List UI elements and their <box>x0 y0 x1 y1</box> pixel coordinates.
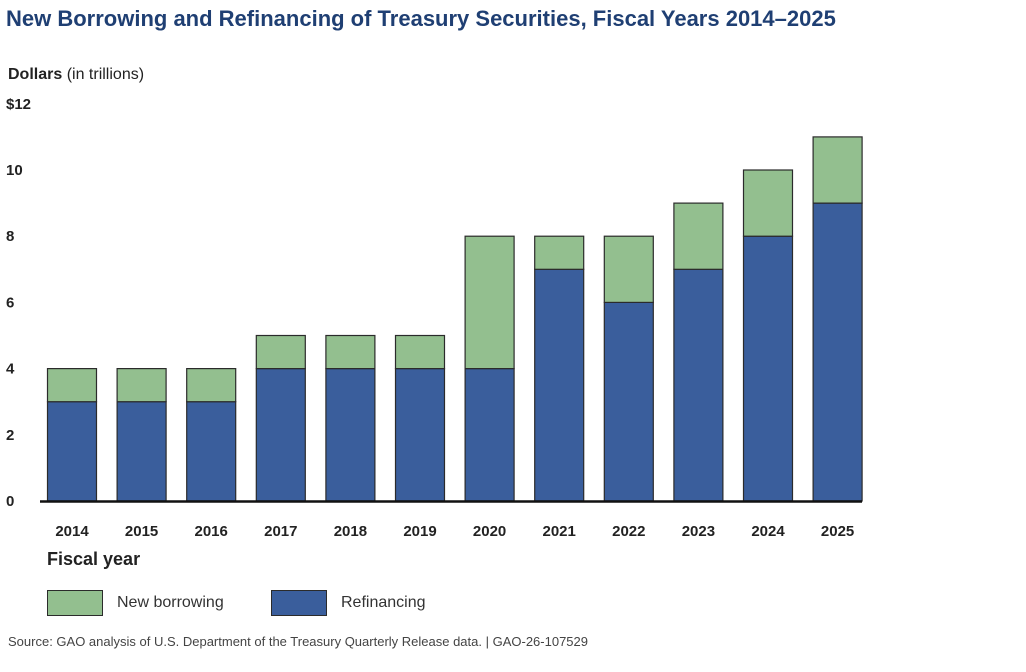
bar-new-borrowing-2019 <box>394 334 446 370</box>
bar-refinancing-2025 <box>812 202 863 502</box>
y-tick-label: 0 <box>6 493 14 510</box>
y-tick-label: 2 <box>6 427 14 444</box>
y-axis-label-bold: Dollars <box>8 66 63 83</box>
x-tick-label: 2023 <box>682 523 715 540</box>
bar-new-borrowing-2014 <box>46 368 98 403</box>
bar-new-borrowing-2025 <box>812 136 863 204</box>
bar-new-borrowing-2024 <box>742 169 794 237</box>
x-tick-label: 2019 <box>403 523 436 540</box>
bar-refinancing-2014 <box>46 401 98 502</box>
bar-new-borrowing-2022 <box>603 235 654 303</box>
x-tick-label: 2017 <box>264 523 297 540</box>
bar-refinancing-2023 <box>673 268 724 502</box>
y-axis-label-unit: (in trillions) <box>62 66 145 83</box>
source-note: Source: GAO analysis of U.S. Department … <box>8 634 588 649</box>
y-tick-label: 6 <box>6 294 14 311</box>
x-axis-label: Fiscal year <box>47 549 141 569</box>
x-tick-label: 2025 <box>821 523 854 540</box>
x-tick-label: 2021 <box>543 523 576 540</box>
chart-title: New Borrowing and Refinancing of Treasur… <box>6 6 836 31</box>
x-tick-label: 2018 <box>334 523 367 540</box>
y-axis-label: Dollars (in trillions) <box>8 66 144 84</box>
bar-refinancing-2024 <box>742 235 794 502</box>
y-tick-label: 8 <box>6 228 14 245</box>
bar-refinancing-2016 <box>186 401 237 502</box>
y-tick-label: 10 <box>6 162 23 179</box>
bar-refinancing-2018 <box>325 368 376 502</box>
bar-new-borrowing-2017 <box>255 334 306 370</box>
legend-label-new-borrowing: New borrowing <box>117 594 224 611</box>
x-tick-label: 2015 <box>125 523 158 540</box>
bar-refinancing-2017 <box>255 368 306 502</box>
legend-label-refinancing: Refinancing <box>341 594 426 611</box>
legend-swatch-refinancing <box>271 590 327 616</box>
bar-new-borrowing-2020 <box>464 235 515 370</box>
bar-refinancing-2022 <box>603 301 654 502</box>
x-tick-label: 2014 <box>55 523 89 540</box>
x-tick-label: 2016 <box>195 523 228 540</box>
bar-refinancing-2019 <box>394 368 446 502</box>
bar-new-borrowing-2018 <box>325 334 376 370</box>
bar-new-borrowing-2021 <box>534 235 585 270</box>
bar-refinancing-2021 <box>534 268 585 502</box>
x-tick-label: 2020 <box>473 523 506 540</box>
y-tick-label: 4 <box>6 361 15 378</box>
bar-new-borrowing-2015 <box>116 368 167 403</box>
legend-swatch-new-borrowing <box>47 590 103 616</box>
bar-refinancing-2015 <box>116 401 167 502</box>
bar-new-borrowing-2016 <box>186 368 237 403</box>
bar-refinancing-2020 <box>464 368 515 502</box>
y-tick-label: $12 <box>6 96 31 113</box>
x-tick-label: 2024 <box>751 523 785 540</box>
bar-new-borrowing-2023 <box>673 202 724 270</box>
x-tick-label: 2022 <box>612 523 645 540</box>
